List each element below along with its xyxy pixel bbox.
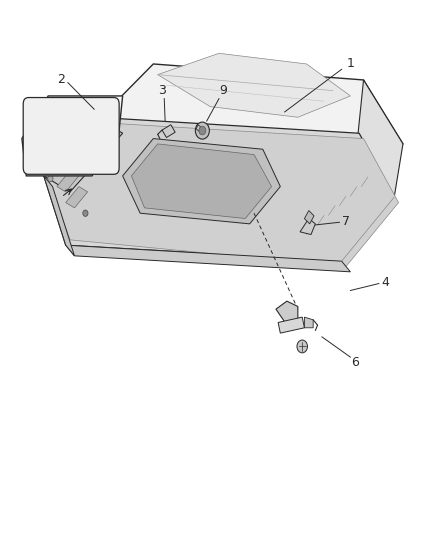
Text: 9: 9 bbox=[219, 84, 227, 97]
FancyBboxPatch shape bbox=[23, 98, 119, 174]
Polygon shape bbox=[300, 219, 315, 235]
Text: 4: 4 bbox=[381, 276, 389, 289]
Circle shape bbox=[199, 126, 206, 135]
Circle shape bbox=[47, 158, 54, 167]
Text: 7: 7 bbox=[342, 215, 350, 228]
Polygon shape bbox=[162, 125, 175, 138]
Circle shape bbox=[195, 122, 209, 139]
Polygon shape bbox=[304, 317, 313, 328]
Polygon shape bbox=[44, 117, 123, 192]
Polygon shape bbox=[304, 211, 314, 224]
Polygon shape bbox=[48, 155, 70, 176]
Polygon shape bbox=[350, 80, 403, 208]
Text: 1: 1 bbox=[346, 58, 354, 70]
Polygon shape bbox=[196, 125, 201, 131]
Polygon shape bbox=[48, 123, 399, 266]
Circle shape bbox=[297, 340, 307, 353]
Polygon shape bbox=[44, 176, 74, 256]
Polygon shape bbox=[123, 139, 280, 224]
Circle shape bbox=[83, 210, 88, 216]
Polygon shape bbox=[66, 245, 350, 272]
Polygon shape bbox=[66, 187, 88, 208]
Circle shape bbox=[48, 175, 53, 182]
Polygon shape bbox=[22, 96, 123, 176]
Polygon shape bbox=[31, 107, 114, 165]
Text: 3: 3 bbox=[158, 84, 166, 97]
Polygon shape bbox=[57, 171, 79, 192]
Polygon shape bbox=[101, 64, 403, 208]
Text: 6: 6 bbox=[351, 356, 359, 369]
Polygon shape bbox=[158, 53, 350, 117]
Polygon shape bbox=[278, 317, 304, 333]
Polygon shape bbox=[44, 117, 394, 261]
Polygon shape bbox=[131, 144, 272, 219]
Text: 2: 2 bbox=[57, 74, 65, 86]
Polygon shape bbox=[276, 301, 298, 325]
